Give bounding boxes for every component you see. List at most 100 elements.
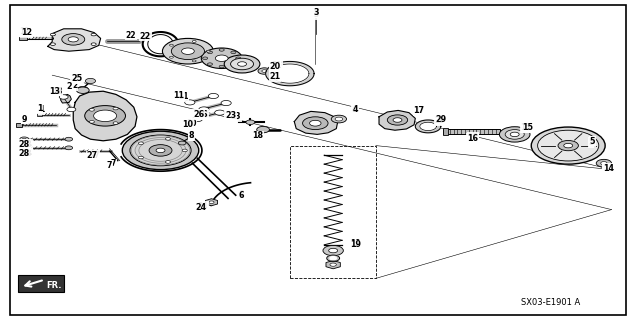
FancyBboxPatch shape [19,37,27,40]
Circle shape [166,138,171,140]
FancyBboxPatch shape [37,113,42,116]
Text: 3: 3 [313,8,318,17]
Text: 24: 24 [196,203,207,212]
Text: 17: 17 [413,106,425,115]
Text: 9: 9 [22,115,27,124]
Text: 22: 22 [125,31,136,40]
Circle shape [113,122,118,124]
Circle shape [138,142,143,145]
Circle shape [238,62,247,66]
FancyBboxPatch shape [443,128,448,135]
Text: 13: 13 [49,87,61,96]
Circle shape [85,78,96,84]
Text: 25: 25 [71,74,82,83]
Circle shape [215,55,228,61]
Circle shape [209,201,214,204]
Polygon shape [61,94,71,103]
Circle shape [335,117,343,121]
Text: 7: 7 [111,159,116,168]
FancyBboxPatch shape [443,129,500,134]
Text: 21: 21 [272,61,282,70]
Text: 11: 11 [178,92,189,101]
Circle shape [185,100,195,105]
Text: 16: 16 [468,133,478,142]
Text: 28: 28 [18,149,30,158]
Text: 3: 3 [313,10,318,19]
Circle shape [257,126,269,133]
Text: 9: 9 [22,115,27,124]
Polygon shape [271,64,309,83]
Polygon shape [415,120,441,133]
Circle shape [208,93,218,99]
Circle shape [171,43,204,60]
Circle shape [219,65,224,68]
Text: 26: 26 [193,110,204,119]
Circle shape [68,37,78,42]
Circle shape [78,86,88,92]
Circle shape [231,58,254,70]
Circle shape [22,138,26,140]
Polygon shape [327,255,340,261]
Text: 8: 8 [189,132,194,140]
Circle shape [236,57,241,60]
Text: 20: 20 [270,63,280,72]
Text: 21: 21 [269,72,281,81]
Circle shape [215,110,225,115]
Circle shape [208,63,213,65]
Circle shape [89,121,94,123]
Circle shape [192,116,203,122]
Circle shape [262,70,267,72]
Circle shape [510,132,519,137]
Circle shape [89,108,94,111]
Circle shape [65,146,73,150]
Circle shape [91,33,96,36]
Circle shape [122,131,199,170]
Polygon shape [379,110,415,130]
Polygon shape [266,61,314,86]
Circle shape [199,107,209,112]
Text: 27: 27 [87,151,98,160]
Polygon shape [48,29,101,51]
Circle shape [387,115,408,125]
Circle shape [22,147,26,149]
Circle shape [303,117,328,130]
Circle shape [182,149,187,152]
Text: 22: 22 [140,32,151,41]
Circle shape [192,60,196,62]
Text: 8: 8 [189,131,194,140]
Circle shape [221,100,231,106]
Text: 1: 1 [39,105,44,114]
Circle shape [330,263,336,266]
Text: 7: 7 [107,161,112,170]
Text: 25: 25 [73,74,83,83]
Circle shape [201,48,242,68]
Circle shape [192,41,196,43]
Circle shape [50,33,55,36]
FancyBboxPatch shape [18,275,64,292]
Text: 10: 10 [186,119,196,128]
Text: 18: 18 [252,132,263,140]
Circle shape [323,245,343,256]
Circle shape [169,44,173,46]
Text: 19: 19 [350,239,361,248]
Circle shape [59,95,68,99]
Text: 14: 14 [603,164,613,173]
Text: 28: 28 [18,140,30,149]
Circle shape [20,137,29,141]
Text: 15: 15 [520,124,531,132]
Circle shape [219,49,224,51]
Text: 12: 12 [21,28,32,37]
Circle shape [149,145,172,156]
Polygon shape [294,111,338,134]
Circle shape [601,162,607,165]
Circle shape [162,38,213,64]
Circle shape [203,57,208,60]
Circle shape [231,51,236,54]
Text: SX03-E1901 A: SX03-E1901 A [521,298,581,307]
Polygon shape [330,257,336,260]
Circle shape [310,120,321,126]
Text: 6: 6 [238,191,243,200]
Circle shape [208,51,213,54]
Text: 29: 29 [435,116,447,124]
Circle shape [169,56,173,58]
